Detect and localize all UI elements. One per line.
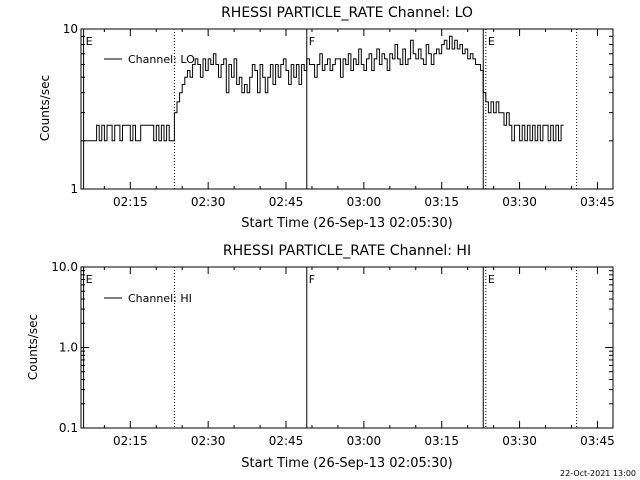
- hi-legend-label: Channel: HI: [128, 292, 192, 305]
- hi-legend: Channel: HI: [104, 292, 192, 305]
- hi-axis-ticks: 02:15 02:30 02:45 03:00 03:15 03:30 03:45 0.1 1.…: [51, 260, 614, 448]
- x-tick-label: 02:15: [113, 434, 148, 448]
- lo-channel-panel: RHESSI PARTICLE_RATE Channel: LO Counts/…: [38, 5, 615, 231]
- y-tick-label: 10: [63, 22, 78, 36]
- lo-axis-ticks: 02:15 02:30 02:45 03:00 03:15 03:30 03:45 1 10: [63, 22, 615, 209]
- lo-chart-title: RHESSI PARTICLE_RATE Channel: LO: [221, 5, 473, 21]
- x-tick-label: 03:00: [347, 434, 382, 448]
- lo-series-group: [83, 35, 564, 142]
- hi-plot-frame: [80, 266, 614, 429]
- event-marker-label: F: [309, 273, 315, 286]
- event-marker-label: E: [488, 35, 495, 48]
- y-tick-label: 10.0: [51, 260, 78, 274]
- x-tick-label: 03:30: [502, 195, 537, 209]
- lo-legend: Channel: LO: [104, 53, 195, 66]
- x-tick-label: 02:45: [269, 195, 304, 209]
- hi-x-axis-label: Start Time (26-Sep-13 02:05:30): [241, 456, 452, 471]
- hi-channel-panel: RHESSI PARTICLE_RATE Channel: HI Counts/…: [26, 243, 615, 471]
- x-tick-label: 02:15: [113, 195, 148, 209]
- y-tick-label: 1: [70, 182, 78, 196]
- x-tick-label: 03:30: [502, 434, 537, 448]
- footer-timestamp: 22-Oct-2021 13:00: [560, 469, 636, 478]
- x-tick-label: 03:15: [424, 195, 459, 209]
- lo-x-axis-label: Start Time (26-Sep-13 02:05:30): [241, 216, 452, 231]
- y-tick-label: 1.0: [59, 341, 78, 355]
- lo-y-axis-label: Counts/sec: [38, 75, 52, 141]
- event-marker-label: E: [86, 273, 93, 286]
- x-tick-label: 02:30: [191, 434, 226, 448]
- x-tick-label: 03:15: [424, 434, 459, 448]
- hi-y-axis-label: Counts/sec: [26, 314, 40, 380]
- lo-plot-frame: [80, 28, 614, 190]
- event-marker-label: E: [86, 35, 93, 48]
- lo-legend-label: Channel: LO: [128, 53, 195, 66]
- event-marker-label: F: [309, 35, 315, 48]
- x-tick-label: 03:45: [580, 434, 615, 448]
- x-tick-label: 02:45: [269, 434, 304, 448]
- hi-chart-title: RHESSI PARTICLE_RATE Channel: HI: [223, 243, 471, 259]
- event-marker-label: E: [488, 273, 495, 286]
- series-line: [83, 35, 564, 142]
- x-tick-label: 02:30: [191, 195, 226, 209]
- x-tick-label: 03:45: [580, 195, 615, 209]
- y-tick-label: 0.1: [59, 421, 78, 435]
- x-tick-label: 03:00: [347, 195, 382, 209]
